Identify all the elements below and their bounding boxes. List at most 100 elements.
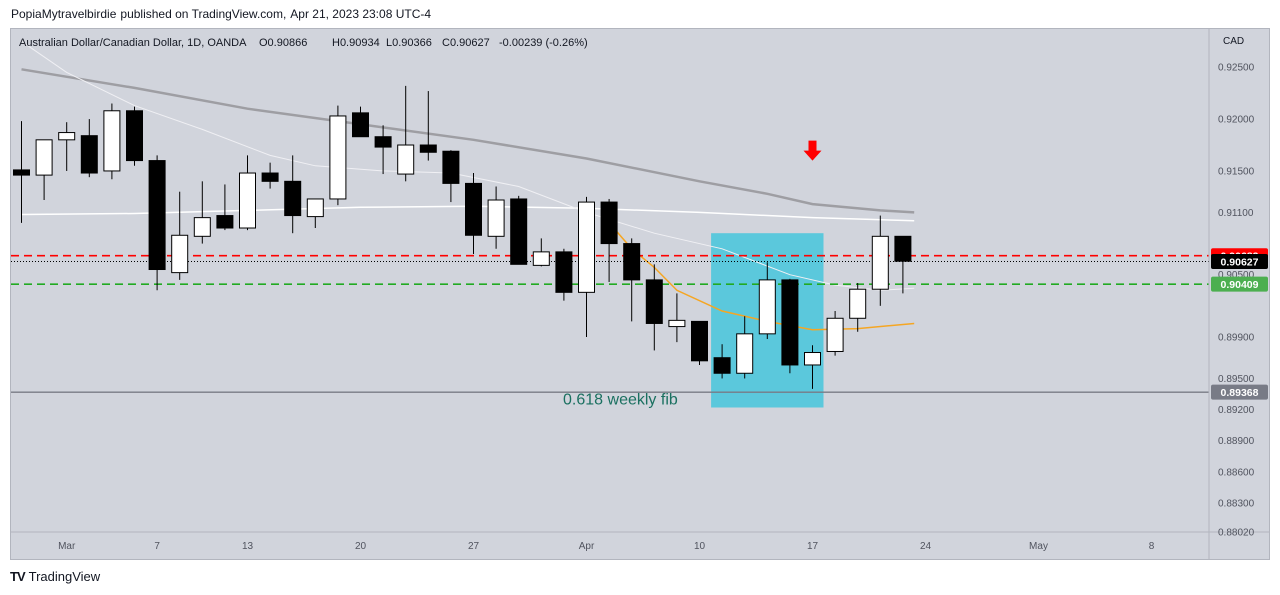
y-tick-label: 0.92500 (1218, 63, 1255, 74)
footer: TV TradingView (10, 569, 100, 584)
publisher-name[interactable]: PopiaMytravelbirdie (11, 7, 117, 21)
candle[interactable] (668, 293, 686, 343)
candle-body-bull (306, 198, 324, 218)
price-badge-bg (1211, 254, 1268, 270)
down-arrow-icon[interactable] (803, 140, 822, 161)
candle[interactable] (261, 162, 279, 189)
candle-body-bull (193, 217, 211, 237)
candlestick-chart[interactable]: 0.618 weekly fib 0.92500 0.92000 0.91500 0.… (11, 29, 1269, 559)
x-tick-label: May (1029, 541, 1048, 552)
candle-body-bear (894, 235, 912, 262)
candle[interactable] (849, 283, 867, 332)
candle-body-bull (487, 199, 505, 237)
y-tick-label: 0.92000 (1218, 115, 1255, 126)
candle[interactable] (804, 345, 821, 389)
candle-body-bull (239, 172, 256, 229)
candle[interactable] (126, 106, 143, 166)
candle-body-bear (555, 251, 573, 293)
y-tick-label: 0.88900 (1218, 436, 1255, 447)
candle[interactable] (306, 198, 324, 229)
candle[interactable] (487, 186, 505, 249)
last-price-badge: 0.90627 (1211, 254, 1268, 270)
legend-close: C0.90627 (442, 37, 490, 49)
candle[interactable] (442, 150, 460, 203)
legend-high: H0.90934 (332, 37, 380, 49)
candle[interactable] (758, 262, 776, 340)
y-tick-label: 0.91100 (1218, 208, 1254, 219)
candle[interactable] (623, 238, 641, 322)
candle[interactable] (894, 235, 912, 294)
candle[interactable] (397, 85, 415, 182)
candle[interactable] (600, 198, 618, 282)
candle[interactable] (171, 191, 189, 280)
y-tick-label: 0.90500 (1218, 270, 1255, 281)
candle[interactable] (103, 103, 121, 180)
annotation-text[interactable]: 0.618 weekly fib (563, 391, 678, 408)
price-badge-label: 0.90409 (1221, 279, 1259, 291)
x-tick-label: 20 (355, 541, 367, 552)
price-badge-bg (1211, 384, 1268, 400)
candle[interactable] (532, 238, 550, 267)
publish-info: PopiaMytravelbirdie published on TradingV… (11, 7, 435, 21)
legend-open: O0.90866 (259, 37, 307, 49)
x-tick-label: 24 (920, 541, 932, 552)
candle-body-bull (849, 288, 867, 319)
candle[interactable] (465, 173, 482, 254)
legend-change: -0.00239 (-0.26%) (499, 37, 588, 49)
x-tick-label: Mar (58, 541, 76, 552)
candle-body-bull (826, 317, 844, 352)
y-tick-label: 0.89200 (1218, 405, 1255, 416)
candle[interactable] (239, 155, 256, 231)
candle-body-bull (736, 333, 754, 374)
candle-body-bear (126, 110, 143, 162)
candle[interactable] (374, 125, 392, 175)
candle-body-bear (510, 198, 528, 265)
candle[interactable] (691, 320, 708, 365)
ma-line-gray (21, 68, 915, 214)
x-tick-label: 8 (1149, 541, 1155, 552)
candle[interactable] (329, 105, 347, 206)
price-badge-label: 0.90627 (1221, 256, 1259, 268)
plot-background (11, 29, 1269, 559)
candle-body-bear (781, 279, 799, 366)
y-tick-label: 0.88300 (1218, 498, 1255, 509)
candle[interactable] (826, 311, 844, 356)
candle-body-bear (442, 150, 460, 184)
candle[interactable] (736, 316, 754, 379)
candle-body-bear (465, 182, 482, 236)
candle-body-bull (103, 110, 121, 172)
candle-body-bear (216, 215, 234, 229)
candle[interactable] (284, 155, 302, 234)
tradingview-logo-icon[interactable]: TV (10, 569, 26, 584)
candle[interactable] (80, 119, 98, 178)
candle[interactable] (13, 121, 30, 223)
y-tick-label: 0.89900 (1218, 332, 1255, 343)
candle-body-bull (329, 115, 347, 200)
candle[interactable] (35, 139, 53, 200)
candle[interactable] (645, 264, 663, 351)
candle[interactable] (781, 278, 799, 374)
candle[interactable] (578, 196, 595, 337)
candle[interactable] (58, 122, 76, 171)
y-tick-label: 0.91500 (1218, 166, 1255, 177)
candle-body-bear (600, 201, 618, 245)
footer-brand[interactable]: TradingView (28, 569, 101, 584)
candle[interactable] (510, 195, 528, 265)
chart-frame[interactable]: 0.618 weekly fib 0.92500 0.92000 0.91500 0.… (10, 28, 1270, 560)
candle[interactable] (193, 181, 211, 244)
candle[interactable] (216, 184, 234, 231)
publish-datetime: Apr 21, 2023 23:08 UTC-4 (290, 7, 432, 21)
candle[interactable] (713, 344, 731, 379)
price-badge-bg (1211, 276, 1268, 292)
candle[interactable] (871, 215, 889, 306)
candle-body-bear (284, 180, 302, 217)
candle[interactable] (555, 248, 573, 301)
candle[interactable] (419, 91, 437, 161)
x-tick-label: 17 (807, 541, 819, 552)
candle-body-bear (645, 279, 663, 324)
candle[interactable] (148, 155, 166, 291)
price-badge-label: 0.89368 (1221, 387, 1259, 399)
candle[interactable] (352, 106, 369, 138)
candle-body-bear (13, 169, 30, 176)
candle-body-bull (758, 279, 776, 335)
